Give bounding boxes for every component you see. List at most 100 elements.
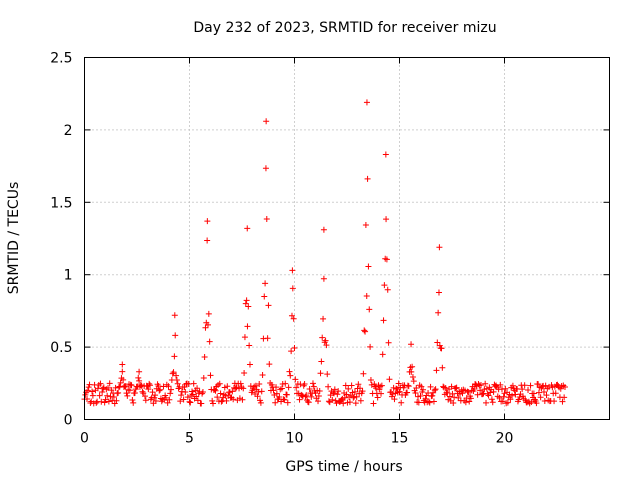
data-point <box>146 380 153 387</box>
data-point <box>254 393 261 400</box>
data-point <box>357 385 364 392</box>
data-point <box>346 399 353 406</box>
data-point <box>160 383 167 390</box>
data-point <box>455 394 462 401</box>
data-point <box>317 370 324 377</box>
data-point <box>440 383 447 390</box>
data-point <box>382 151 389 158</box>
y-tick-label: 2 <box>64 123 73 139</box>
data-point <box>323 342 330 349</box>
axis-ticks <box>84 57 610 420</box>
data-point <box>396 388 403 395</box>
data-point <box>319 334 326 341</box>
data-point <box>360 370 367 377</box>
data-point <box>318 358 325 365</box>
data-point <box>322 337 329 344</box>
y-axis-label: SRMTID / TECUs <box>6 182 22 295</box>
data-point <box>500 393 507 400</box>
data-point <box>412 389 419 396</box>
data-point <box>152 398 159 405</box>
data-point <box>194 385 201 392</box>
data-point <box>436 244 443 251</box>
data-point <box>171 312 178 319</box>
data-point <box>488 396 495 403</box>
data-point <box>418 383 425 390</box>
data-point <box>106 380 113 387</box>
data-point <box>217 390 224 397</box>
data-point <box>351 388 358 395</box>
data-point <box>320 275 327 282</box>
data-point <box>404 382 411 389</box>
data-point <box>261 293 268 300</box>
data-point <box>104 392 111 399</box>
data-point <box>442 385 449 392</box>
data-point <box>453 384 460 391</box>
data-point <box>431 387 438 394</box>
data-point <box>129 396 136 403</box>
data-point <box>315 393 322 400</box>
data-point <box>295 390 302 397</box>
data-point <box>451 394 458 401</box>
data-point <box>378 390 385 397</box>
data-point <box>156 387 163 394</box>
data-point <box>239 396 246 403</box>
data-point <box>89 388 96 395</box>
data-point <box>338 396 345 403</box>
data-point <box>425 398 432 405</box>
data-point <box>105 384 112 391</box>
data-point <box>537 394 544 401</box>
data-point <box>164 399 171 406</box>
data-point <box>316 388 323 395</box>
data-point <box>218 398 225 405</box>
data-point <box>224 383 231 390</box>
data-point <box>552 390 559 397</box>
data-point <box>110 393 117 400</box>
data-point <box>305 399 312 406</box>
data-point <box>281 396 288 403</box>
data-point <box>211 386 218 393</box>
data-point <box>216 380 223 387</box>
data-point <box>415 399 422 406</box>
data-point <box>398 399 405 406</box>
data-point <box>465 389 472 396</box>
data-point <box>355 381 362 388</box>
data-point <box>404 389 411 396</box>
data-point <box>173 377 180 384</box>
data-point <box>364 175 371 182</box>
data-point <box>127 381 134 388</box>
x-tick-label: 10 <box>286 431 304 447</box>
data-point <box>438 345 445 352</box>
data-point <box>171 353 178 360</box>
data-point <box>124 392 131 399</box>
data-point <box>201 353 208 360</box>
data-point <box>174 380 181 387</box>
data-point <box>289 267 296 274</box>
data-point <box>392 390 399 397</box>
data-point <box>472 381 479 388</box>
data-point <box>135 374 142 381</box>
data-point <box>464 388 471 395</box>
data-point <box>504 399 511 406</box>
data-point <box>96 392 103 399</box>
data-point <box>204 321 211 328</box>
data-point <box>84 395 91 402</box>
data-point <box>429 392 436 399</box>
data-point <box>324 371 331 378</box>
x-tick-label: 15 <box>391 431 409 447</box>
data-point <box>278 385 285 392</box>
data-point <box>270 387 277 394</box>
data-point <box>471 386 478 393</box>
data-point <box>113 397 120 404</box>
data-point <box>490 388 497 395</box>
data-point <box>200 375 207 382</box>
data-point <box>502 385 509 392</box>
data-point <box>221 384 228 391</box>
data-point <box>315 398 322 405</box>
data-point <box>167 390 174 397</box>
data-point <box>102 396 109 403</box>
data-point <box>509 382 516 389</box>
y-tick-label: 2.5 <box>50 51 72 67</box>
data-point <box>263 215 270 222</box>
data-point <box>116 383 123 390</box>
